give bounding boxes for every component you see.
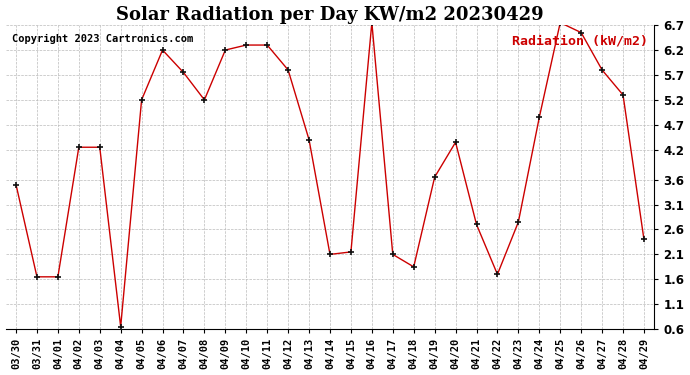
Title: Solar Radiation per Day KW/m2 20230429: Solar Radiation per Day KW/m2 20230429 [116, 6, 544, 24]
Text: Radiation (kW/m2): Radiation (kW/m2) [512, 34, 648, 47]
Text: Copyright 2023 Cartronics.com: Copyright 2023 Cartronics.com [12, 34, 193, 44]
